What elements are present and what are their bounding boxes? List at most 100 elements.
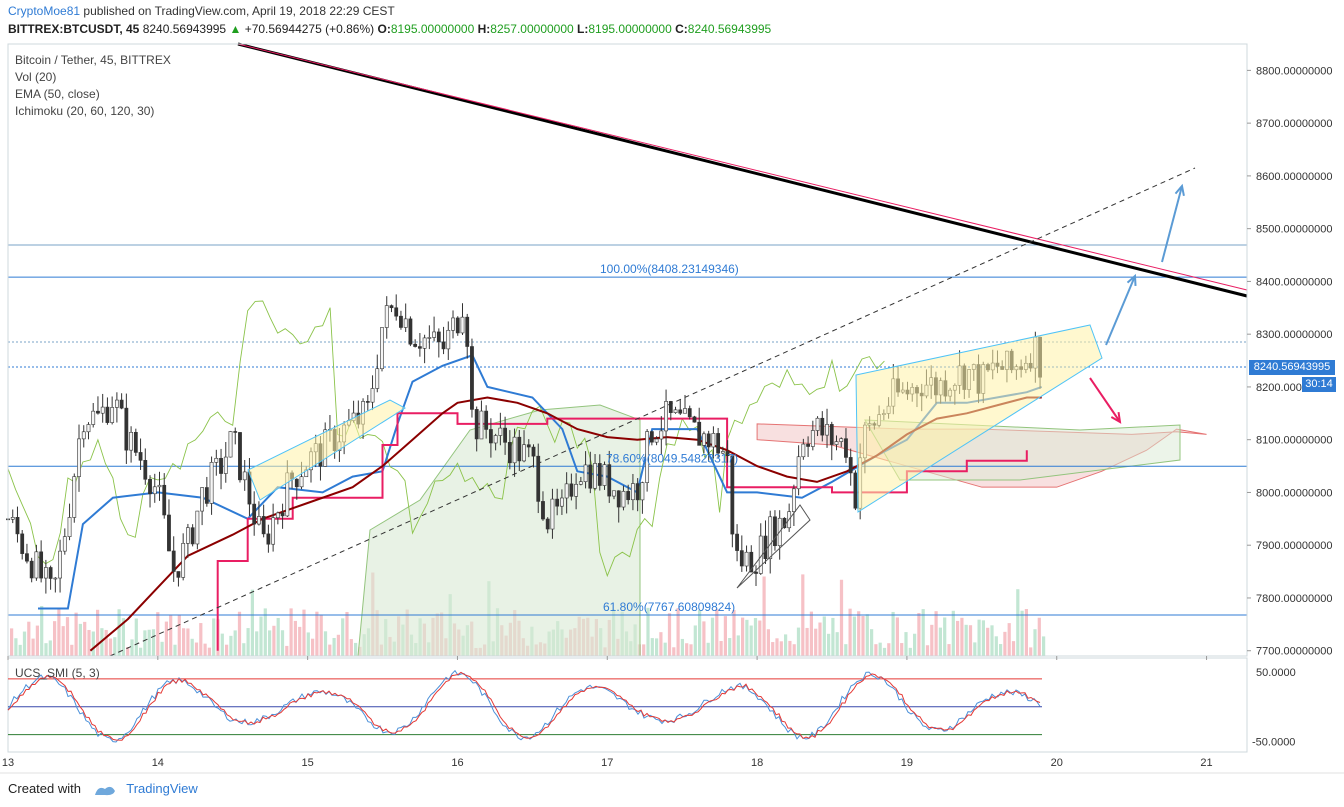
volume-bar — [229, 635, 233, 656]
volume-bar — [10, 628, 14, 656]
candle-body — [280, 512, 285, 517]
candle-body — [612, 490, 616, 497]
volume-bar — [306, 632, 310, 656]
plot-frame — [7, 43, 1248, 657]
volume-bar — [22, 631, 27, 656]
candle-body — [446, 329, 451, 350]
volume-bar — [964, 624, 968, 656]
candle-body — [470, 346, 474, 410]
volume-bar — [35, 625, 39, 656]
candle-body — [119, 399, 124, 409]
change-value: +70.56944275 (+0.86%) — [244, 22, 375, 36]
candle-body — [517, 436, 522, 462]
volume-bar — [710, 617, 715, 656]
candle-body — [148, 478, 152, 495]
candle-body — [114, 399, 119, 408]
countdown-tag: 30:14 — [1302, 377, 1336, 392]
candle-body — [768, 516, 773, 559]
candle-body — [271, 517, 276, 545]
volume-bar — [719, 640, 723, 656]
candle-body — [257, 516, 261, 525]
candle-body — [238, 432, 242, 481]
candle-body — [200, 487, 205, 512]
up-arrow-icon: ▲ — [229, 22, 242, 36]
volume-bar — [745, 619, 749, 656]
volume-bar — [646, 607, 650, 656]
candle-body — [432, 331, 436, 338]
candle-body — [545, 518, 550, 530]
volume-bar — [139, 647, 143, 656]
candle-body — [214, 457, 219, 463]
volume-bar — [268, 630, 272, 656]
volume-bar — [108, 638, 113, 656]
candle-body — [53, 577, 58, 580]
candle-body — [275, 512, 280, 519]
candle-body — [413, 343, 418, 347]
candle-body — [645, 431, 650, 483]
volume-bar — [332, 637, 336, 656]
volume-bar — [659, 632, 663, 656]
y-tick-label: 8700.00000000 — [1256, 118, 1332, 130]
candle-body — [81, 431, 86, 440]
candle-body — [801, 443, 806, 458]
candle-body — [427, 337, 432, 339]
volume-bar — [173, 644, 177, 656]
volume-bar — [835, 632, 839, 656]
fib-label: 100.00%(8408.23149346) — [600, 262, 739, 276]
candle-body — [512, 436, 517, 464]
candle-body — [825, 424, 829, 436]
volume-bar — [250, 589, 254, 656]
legend-ema: EMA (50, close) — [15, 87, 100, 101]
candle-body — [697, 421, 702, 446]
candle-body — [730, 455, 735, 535]
volume-bar — [685, 643, 689, 656]
volume-bar — [203, 643, 207, 656]
candle-body — [531, 446, 536, 457]
volume-bar — [968, 625, 973, 656]
volume-bar — [753, 617, 758, 656]
candle-body — [687, 408, 692, 418]
candle-body — [186, 527, 190, 544]
candle-body — [167, 514, 171, 552]
x-tick-label: 16 — [451, 757, 463, 769]
volume-bar — [48, 640, 52, 656]
volume-bar — [990, 625, 994, 656]
ichimoku-cloud — [357, 404, 1207, 657]
volume-bar — [53, 621, 57, 656]
volume-bar — [822, 616, 826, 656]
candle-body — [791, 488, 796, 512]
volume-bar — [1020, 610, 1024, 656]
volume-bar — [848, 608, 852, 656]
candle-body — [365, 401, 370, 403]
candle-body — [683, 408, 687, 414]
up-arrow-short — [1105, 275, 1136, 346]
tradingview-link[interactable]: TradingView — [126, 781, 198, 796]
volume-bar — [874, 644, 878, 656]
candle-body — [578, 481, 583, 485]
volume-bar — [323, 631, 328, 656]
volume-bar — [341, 618, 345, 656]
candle-body — [664, 401, 668, 432]
volume-bar — [943, 617, 947, 656]
volume-bar — [328, 644, 332, 656]
x-tick-label: 19 — [901, 757, 913, 769]
candle-body — [749, 551, 754, 573]
volume-bar — [255, 631, 259, 656]
volume-bar — [947, 644, 951, 656]
volume-bar — [994, 636, 998, 656]
candle-body — [209, 462, 214, 504]
candle-body — [626, 491, 631, 501]
volume-bar — [186, 628, 190, 656]
volume-bar — [775, 638, 779, 656]
volume-bar — [728, 638, 732, 656]
volume-bar — [792, 644, 796, 656]
candle-body — [702, 433, 706, 446]
volume-bar — [934, 611, 938, 656]
candle-body — [29, 560, 34, 579]
candle-body — [384, 305, 389, 328]
volume-bar — [805, 627, 809, 656]
author-link[interactable]: CryptoMoe81 — [8, 4, 81, 18]
volume-bar — [861, 616, 865, 656]
candle-body — [673, 409, 678, 413]
